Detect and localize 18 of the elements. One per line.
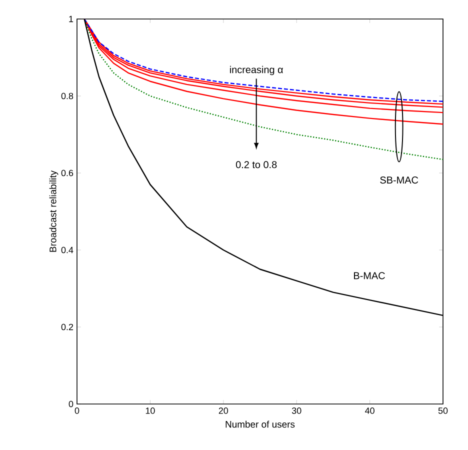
y-tick-label: 0.4	[61, 246, 74, 254]
x-tick-label: 10	[146, 408, 155, 414]
y-tick-label: 0.8	[61, 92, 74, 100]
y-tick-label: 1	[69, 16, 74, 22]
x-tick-label: 0	[74, 408, 80, 414]
annotation: increasing α	[230, 66, 283, 76]
x-tick-label: 20	[218, 408, 228, 414]
x-tick-label: 40	[365, 408, 374, 414]
x-tick-label: 30	[292, 408, 302, 414]
y-tick-label: 0.2	[61, 324, 74, 330]
x-tick-label: 50	[438, 408, 448, 414]
annotation: 0.2 to 0.8	[236, 161, 277, 168]
annotation: SB-MAC	[380, 176, 418, 184]
y-tick-label: 0.6	[61, 170, 74, 176]
y-axis-title: Broadcast reliability	[49, 170, 58, 252]
y-tick-label: 0	[68, 400, 74, 408]
series-label: B-MAC	[354, 272, 385, 280]
x-axis-title: Number of users	[226, 420, 295, 428]
